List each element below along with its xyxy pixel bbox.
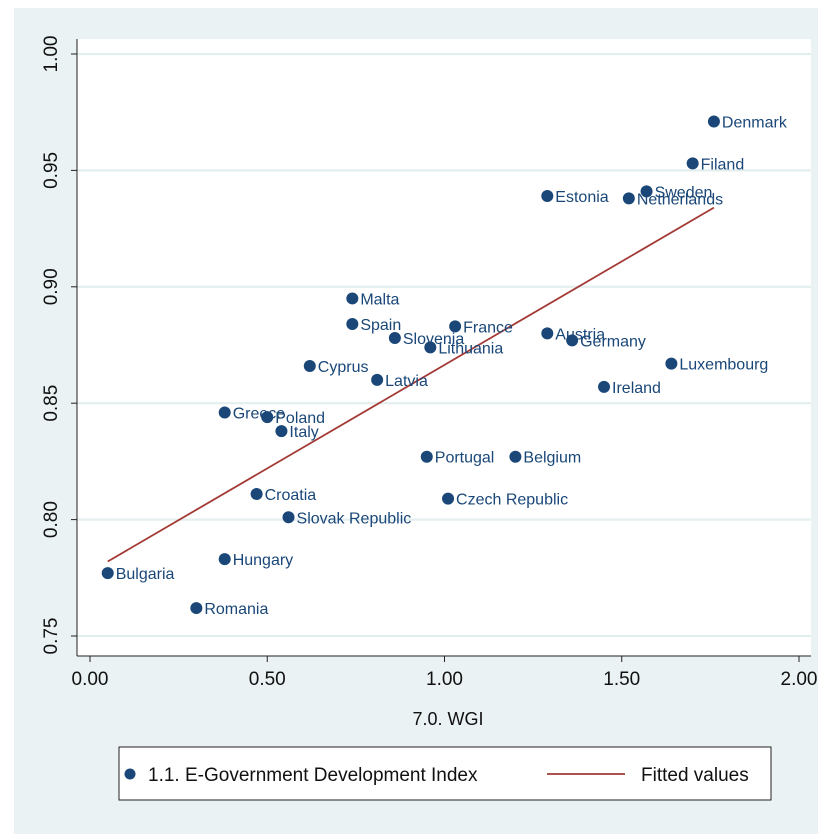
legend-label: Fitted values — [641, 765, 749, 786]
y-tick-label: 0.80 — [41, 501, 62, 538]
data-point-label: Poland — [275, 410, 325, 427]
data-point-label: Romania — [204, 601, 268, 618]
data-point — [218, 553, 231, 566]
legend-label: 1.1. E-Government Development Index — [148, 765, 478, 786]
data-point-label: Slovak Republic — [297, 510, 412, 527]
legend: 1.1. E-Government Development Index Fitte… — [118, 746, 772, 801]
data-point — [686, 157, 699, 170]
x-tick-label: 1.50 — [603, 669, 640, 690]
data-point-label: Bulgaria — [116, 566, 175, 583]
data-point-label: Czech Republic — [456, 492, 568, 509]
data-point-label: Denmark — [722, 115, 788, 132]
x-tick-label: 0.50 — [249, 669, 286, 690]
x-axis-title: 7.0. WGI — [412, 709, 483, 729]
data-point — [101, 567, 114, 580]
data-point — [598, 380, 611, 393]
x-tick-label: 0.00 — [72, 669, 109, 690]
data-point — [371, 373, 384, 386]
data-point — [282, 511, 295, 524]
data-point — [622, 192, 635, 205]
data-point — [388, 332, 401, 345]
data-point — [261, 411, 274, 424]
data-point-label: Malta — [360, 291, 399, 308]
data-point — [640, 185, 653, 198]
chart-frame: 0.75 0.80 0.85 0.90 0.95 1.00 0.00 0.50 1.00 1.50… — [14, 8, 818, 834]
x-tick-label: 2.00 — [781, 669, 818, 690]
plot-area — [77, 39, 811, 656]
data-point-label: Cyprus — [318, 359, 369, 376]
data-point-label: Spain — [360, 317, 401, 334]
data-point-label: Estonia — [555, 189, 608, 206]
data-point — [420, 450, 433, 463]
legend-marker-dot — [124, 768, 136, 780]
data-point-label: Luxembourg — [679, 357, 768, 374]
data-point-label: Croatia — [265, 487, 317, 504]
data-point-label: Portugal — [435, 450, 495, 467]
data-point-label: Lithuania — [438, 340, 503, 357]
data-point-label: Hungary — [233, 552, 293, 569]
data-point-label: Germany — [580, 333, 646, 350]
data-point-label: Belgium — [523, 450, 581, 467]
data-point — [566, 334, 579, 347]
data-point-label: Netherlands — [637, 191, 723, 208]
data-point — [190, 602, 203, 615]
data-point — [346, 292, 359, 305]
data-point — [442, 492, 455, 505]
data-point — [218, 406, 231, 419]
fitted-line — [107, 206, 715, 563]
y-tick-label: 0.75 — [41, 618, 62, 655]
data-point — [541, 327, 554, 340]
data-point — [707, 115, 720, 128]
data-point-label: Slovenia — [403, 331, 464, 348]
data-point-label: Filand — [701, 156, 745, 173]
y-tick-label: 0.90 — [41, 268, 62, 305]
data-point — [424, 341, 437, 354]
data-point — [346, 318, 359, 331]
data-point — [303, 359, 316, 372]
data-point — [275, 425, 288, 438]
data-point — [665, 357, 678, 370]
y-tick-label: 0.85 — [41, 385, 62, 422]
data-point-label: Sweden — [655, 184, 713, 201]
legend-box — [118, 746, 772, 801]
y-tick-label: 0.95 — [41, 152, 62, 189]
data-point-label: Ireland — [612, 380, 661, 397]
data-point — [449, 320, 462, 333]
data-point — [250, 487, 263, 500]
x-tick-label: 1.00 — [426, 669, 463, 690]
data-point-label: France — [463, 319, 513, 336]
data-point — [509, 450, 522, 463]
data-point-label: Italy — [289, 424, 318, 441]
data-point-label: Latvia — [385, 373, 428, 390]
data-point — [541, 190, 554, 203]
scatter-chart: 0.75 0.80 0.85 0.90 0.95 1.00 0.00 0.50 1.00 1.50… — [41, 36, 818, 801]
y-tick-label: 1.00 — [41, 36, 62, 73]
